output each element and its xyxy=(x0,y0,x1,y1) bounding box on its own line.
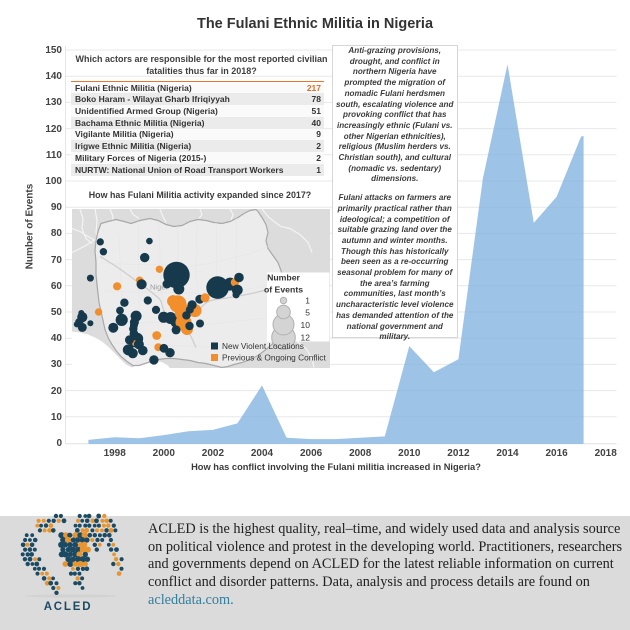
svg-text:5: 5 xyxy=(305,307,310,317)
svg-text:Previous & Ongoing Conflict: Previous & Ongoing Conflict xyxy=(222,352,326,362)
svg-text:New Violent Locations: New Violent Locations xyxy=(222,341,304,351)
svg-text:1: 1 xyxy=(305,295,310,305)
svg-text:10: 10 xyxy=(301,320,311,330)
svg-text:of Events: of Events xyxy=(264,284,303,294)
svg-text:Number: Number xyxy=(267,272,300,282)
svg-text:12: 12 xyxy=(301,332,311,342)
svg-text:Niger: Niger xyxy=(150,282,168,291)
